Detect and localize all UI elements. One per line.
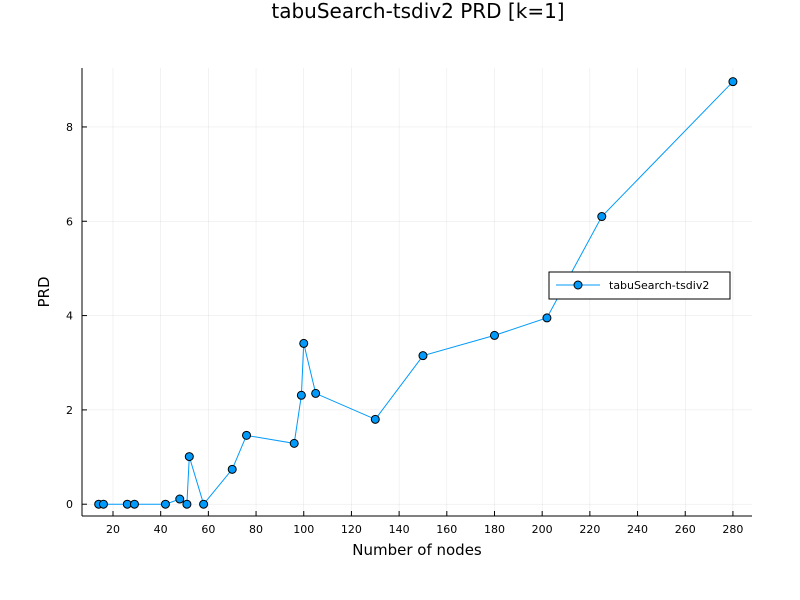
x-tick-label: 200 [532,523,553,536]
y-tick-label: 4 [66,310,73,323]
y-tick-label: 2 [66,404,73,417]
data-point [542,313,552,323]
y-tick-label: 8 [66,121,73,134]
x-axis-label: Number of nodes [352,541,482,559]
data-point [182,499,192,509]
data-point [299,338,309,348]
y-tick-label: 6 [66,215,73,228]
x-tick-label: 140 [389,523,410,536]
x-tick-label: 240 [627,523,648,536]
x-tick-label: 180 [484,523,505,536]
data-point [289,438,299,448]
y-tick-label: 0 [66,498,73,511]
x-ticks: 20 40 60 80 100 120 140 160 180 200 220 240 260 280 [106,511,743,536]
y-axis-label: PRD [35,276,53,307]
data-point [597,212,607,222]
data-point [98,499,108,509]
x-tick-label: 60 [201,523,215,536]
data-point [418,351,428,361]
x-tick-label: 260 [675,523,696,536]
data-point [129,499,139,509]
data-point [227,464,237,474]
data-point [296,390,306,400]
data-point [184,452,194,462]
x-tick-label: 160 [436,523,457,536]
legend-label: tabuSearch-tsdiv2 [609,279,709,292]
x-tick-label: 80 [249,523,263,536]
x-tick-label: 220 [579,523,600,536]
legend: tabuSearch-tsdiv2 [548,271,731,300]
legend-marker [573,280,583,290]
y-ticks: 0 2 4 6 8 [66,121,87,511]
x-tick-label: 40 [154,523,168,536]
x-tick-label: 120 [341,523,362,536]
data-point [311,388,321,398]
data-point [489,330,499,340]
x-tick-label: 100 [293,523,314,536]
data-point [728,77,738,87]
data-point [160,499,170,509]
data-point [242,430,252,440]
data-point [199,499,209,509]
series-layer [94,77,738,509]
data-point [370,414,380,424]
chart-title: tabuSearch-tsdiv2 PRD [k=1] [271,0,564,23]
axes [81,68,752,517]
x-tick-label: 20 [106,523,120,536]
data-point [175,494,185,504]
x-tick-label: 280 [722,523,743,536]
